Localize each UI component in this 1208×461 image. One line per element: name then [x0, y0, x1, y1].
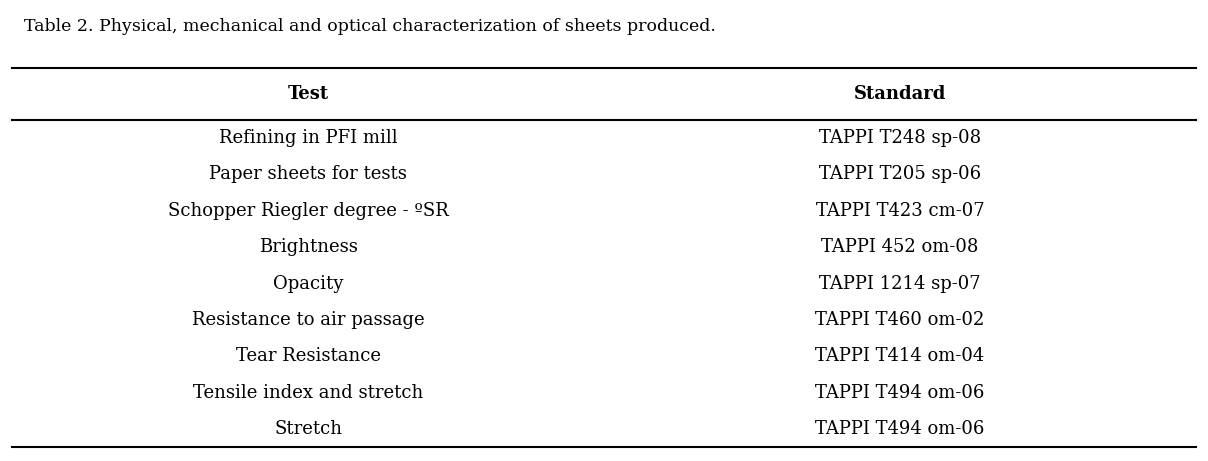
Text: TAPPI T414 om-04: TAPPI T414 om-04	[815, 348, 985, 366]
Text: TAPPI 1214 sp-07: TAPPI 1214 sp-07	[819, 275, 981, 293]
Text: TAPPI T248 sp-08: TAPPI T248 sp-08	[819, 129, 981, 147]
Text: Tensile index and stretch: Tensile index and stretch	[193, 384, 423, 402]
Text: TAPPI T460 om-02: TAPPI T460 om-02	[815, 311, 985, 329]
Text: Refining in PFI mill: Refining in PFI mill	[219, 129, 397, 147]
Text: TAPPI T423 cm-07: TAPPI T423 cm-07	[815, 202, 985, 220]
Text: TAPPI 452 om-08: TAPPI 452 om-08	[821, 238, 978, 256]
Text: TAPPI T494 om-06: TAPPI T494 om-06	[815, 420, 985, 438]
Text: Tear Resistance: Tear Resistance	[236, 348, 381, 366]
Text: Resistance to air passage: Resistance to air passage	[192, 311, 424, 329]
Text: Brightness: Brightness	[259, 238, 358, 256]
Text: Table 2. Physical, mechanical and optical characterization of sheets produced.: Table 2. Physical, mechanical and optica…	[24, 18, 716, 35]
Text: Test: Test	[288, 85, 329, 103]
Text: Opacity: Opacity	[273, 275, 343, 293]
Text: Paper sheets for tests: Paper sheets for tests	[209, 165, 407, 183]
Text: Standard: Standard	[854, 85, 946, 103]
Text: TAPPI T205 sp-06: TAPPI T205 sp-06	[819, 165, 981, 183]
Text: TAPPI T494 om-06: TAPPI T494 om-06	[815, 384, 985, 402]
Text: Stretch: Stretch	[274, 420, 342, 438]
Text: Schopper Riegler degree - ºSR: Schopper Riegler degree - ºSR	[168, 202, 448, 220]
